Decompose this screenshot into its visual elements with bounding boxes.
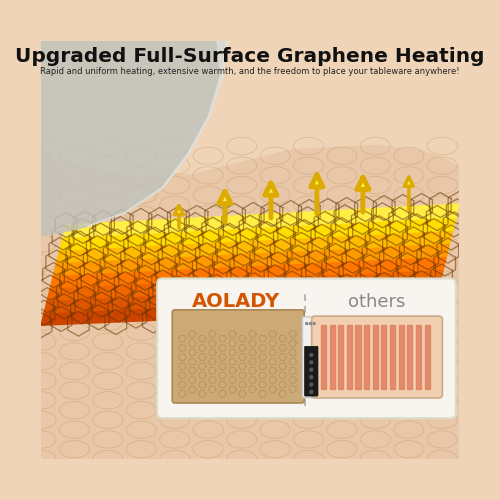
- Circle shape: [310, 368, 313, 371]
- Bar: [390, 326, 395, 389]
- Text: others: others: [348, 293, 406, 311]
- Polygon shape: [41, 146, 459, 459]
- Text: AOLADY: AOLADY: [192, 292, 280, 312]
- Bar: [398, 326, 404, 389]
- Bar: [356, 326, 360, 389]
- Circle shape: [310, 354, 313, 356]
- Polygon shape: [56, 230, 452, 262]
- Bar: [408, 326, 412, 389]
- Bar: [372, 326, 378, 389]
- Bar: [347, 326, 352, 389]
- Polygon shape: [87, 37, 229, 226]
- FancyBboxPatch shape: [312, 316, 442, 398]
- Text: Upgraded Full-Surface Graphene Heating: Upgraded Full-Surface Graphene Heating: [15, 46, 485, 66]
- Polygon shape: [50, 256, 446, 288]
- Circle shape: [310, 390, 313, 394]
- Bar: [382, 326, 386, 389]
- Circle shape: [310, 383, 313, 386]
- Polygon shape: [41, 296, 437, 325]
- Circle shape: [313, 322, 315, 324]
- Bar: [424, 326, 430, 389]
- FancyBboxPatch shape: [304, 346, 318, 396]
- Bar: [330, 326, 334, 389]
- FancyBboxPatch shape: [302, 317, 320, 398]
- Bar: [338, 326, 343, 389]
- Polygon shape: [63, 204, 459, 238]
- Text: Rapid and uniform heating, extensive warmth, and the freedom to place your table: Rapid and uniform heating, extensive war…: [40, 66, 460, 76]
- Polygon shape: [54, 243, 450, 275]
- Circle shape: [310, 322, 312, 324]
- Circle shape: [310, 376, 313, 378]
- FancyBboxPatch shape: [157, 278, 456, 418]
- FancyBboxPatch shape: [172, 310, 304, 403]
- Bar: [364, 326, 369, 389]
- Polygon shape: [48, 270, 444, 300]
- Bar: [321, 326, 326, 389]
- Circle shape: [306, 322, 308, 324]
- Polygon shape: [37, 37, 225, 235]
- Polygon shape: [44, 282, 440, 312]
- Circle shape: [310, 361, 313, 364]
- Polygon shape: [60, 217, 456, 250]
- Bar: [416, 326, 421, 389]
